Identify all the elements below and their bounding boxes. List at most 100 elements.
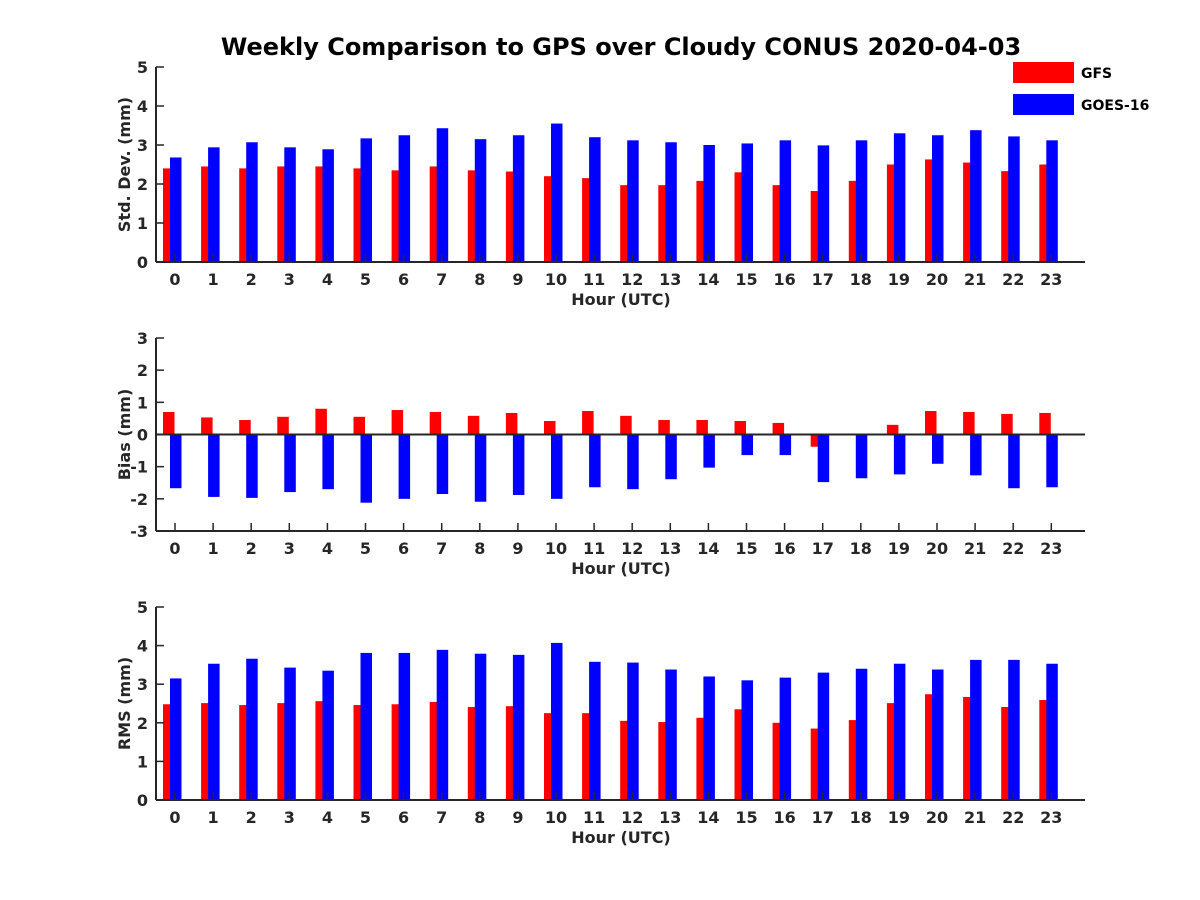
y-tick-label-p0-4: 4	[137, 97, 148, 116]
bar-p0-s1-c23	[1046, 140, 1058, 262]
bar-p2-s1-c9	[512, 654, 525, 800]
bar-p2-s1-c17	[817, 672, 830, 800]
bar-p0-s1-c8	[474, 139, 487, 262]
bar-p0-s1-c21	[970, 130, 982, 262]
x-tick-label-p2-18: 18	[850, 808, 872, 827]
bar-p2-s0-c13	[658, 722, 670, 800]
x-tick-label-p0-17: 17	[812, 270, 834, 289]
bar-p2-s1-c15	[741, 680, 753, 800]
bar-p0-s0-c5	[353, 168, 365, 262]
bar-p2-s1-c14	[703, 676, 715, 800]
bar-p2-s0-c8	[467, 706, 480, 800]
y-tick-label-p2-0: 0	[137, 791, 148, 810]
x-tick-label-p0-8: 8	[474, 270, 485, 289]
bar-p1-s1-c10	[551, 434, 563, 499]
x-tick-label-p2-22: 22	[1002, 808, 1024, 827]
bar-p0-s1-c19	[893, 133, 906, 262]
bar-p2-s0-c15	[734, 709, 746, 800]
y-axis-label-p1: Bias (mm)	[115, 389, 134, 481]
x-tick-label-p0-0: 0	[169, 270, 180, 289]
bar-p1-s1-c7	[436, 434, 449, 495]
x-tick-label-p1-16: 16	[773, 539, 795, 558]
y-axis-label-p0: Std. Dev. (mm)	[115, 97, 134, 232]
x-tick-label-p0-15: 15	[735, 270, 757, 289]
x-tick-label-p0-4: 4	[322, 270, 333, 289]
legend-label-1: GOES-16	[1081, 98, 1149, 114]
x-tick-label-p1-4: 4	[322, 539, 333, 558]
bar-p0-s1-c17	[817, 145, 830, 262]
bar-p2-s0-c20	[925, 694, 937, 800]
x-tick-label-p0-6: 6	[398, 270, 409, 289]
bar-p1-s1-c5	[360, 434, 372, 503]
bar-p0-s1-c3	[284, 147, 296, 262]
bar-p0-s0-c15	[734, 172, 746, 262]
x-tick-label-p1-1: 1	[208, 539, 219, 558]
bar-p1-s0-c22	[1001, 413, 1013, 435]
bar-p1-s0-c10	[544, 420, 556, 435]
bar-p0-s0-c12	[620, 185, 632, 262]
bar-p1-s1-c2	[246, 434, 258, 498]
bar-p2-s1-c21	[970, 659, 982, 800]
bar-p2-s1-c16	[779, 677, 792, 800]
x-tick-label-p1-7: 7	[436, 539, 447, 558]
x-tick-label-p0-2: 2	[246, 270, 257, 289]
bar-p1-s1-c12	[627, 434, 639, 490]
bar-p0-s1-c6	[398, 135, 411, 262]
x-axis-label-p1: Hour (UTC)	[571, 559, 671, 578]
x-tick-label-p2-13: 13	[659, 808, 681, 827]
bar-p2-s1-c6	[398, 652, 411, 800]
bar-p2-s0-c11	[582, 713, 594, 800]
y-tick-label-p1-2: -1	[130, 458, 148, 477]
bar-p2-s0-c18	[848, 720, 861, 800]
x-tick-label-p1-2: 2	[246, 539, 257, 558]
x-tick-label-p2-20: 20	[926, 808, 948, 827]
bar-p2-s1-c13	[665, 669, 677, 800]
bar-p1-s1-c8	[474, 434, 487, 502]
bar-p2-s0-c6	[391, 704, 404, 800]
x-tick-label-p1-23: 23	[1040, 539, 1062, 558]
bar-p1-s0-c8	[467, 415, 480, 435]
bar-p0-s0-c7	[429, 166, 442, 262]
x-tick-label-p2-17: 17	[812, 808, 834, 827]
x-tick-label-p1-8: 8	[474, 539, 485, 558]
bar-p1-s0-c17	[810, 434, 823, 447]
bar-p0-s1-c13	[665, 142, 677, 262]
bar-p1-s0-c11	[582, 411, 594, 435]
bar-p2-s0-c14	[696, 717, 708, 800]
x-tick-label-p0-3: 3	[284, 270, 295, 289]
bar-p1-s1-c18	[855, 434, 868, 479]
bar-p1-s1-c3	[284, 434, 296, 493]
x-tick-label-p2-6: 6	[398, 808, 409, 827]
bar-p0-s1-c2	[246, 142, 258, 262]
bar-p2-s0-c3	[277, 703, 289, 800]
bar-p0-s0-c1	[201, 166, 213, 262]
bar-p0-s0-c10	[544, 176, 556, 262]
bar-p2-s1-c4	[322, 670, 334, 800]
x-tick-label-p0-7: 7	[436, 270, 447, 289]
bar-p0-s0-c0	[163, 168, 175, 262]
x-tick-label-p1-19: 19	[888, 539, 910, 558]
bar-p2-s0-c10	[544, 713, 556, 800]
bar-p1-s1-c1	[208, 434, 220, 497]
bar-p2-s0-c12	[620, 720, 632, 800]
bar-p2-s1-c18	[855, 668, 868, 800]
x-tick-label-p2-5: 5	[360, 808, 371, 827]
bar-p2-s0-c16	[772, 722, 785, 800]
x-tick-label-p1-17: 17	[812, 539, 834, 558]
x-tick-label-p1-14: 14	[697, 539, 719, 558]
figure-title: Weekly Comparison to GPS over Cloudy CON…	[221, 33, 1021, 61]
bar-p2-s1-c10	[551, 642, 563, 800]
bar-p1-s0-c21	[963, 411, 975, 435]
bar-p2-s1-c0	[170, 678, 182, 800]
x-tick-label-p0-16: 16	[773, 270, 795, 289]
x-tick-label-p2-15: 15	[735, 808, 757, 827]
x-tick-label-p0-22: 22	[1002, 270, 1024, 289]
bar-p2-s0-c4	[315, 701, 327, 800]
x-tick-label-p1-13: 13	[659, 539, 681, 558]
x-tick-label-p2-9: 9	[512, 808, 523, 827]
bar-p1-s0-c1	[201, 417, 213, 435]
bar-p2-s1-c19	[893, 663, 906, 800]
bar-p1-s0-c6	[391, 410, 404, 435]
bar-p1-s1-c21	[970, 434, 982, 476]
